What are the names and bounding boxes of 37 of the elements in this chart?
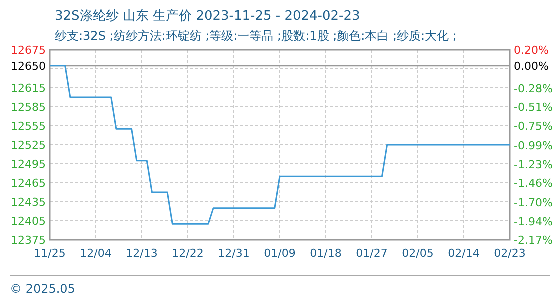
y-tick-label: 12525	[11, 139, 46, 152]
y2-tick-label: -1.70%	[514, 196, 553, 210]
y-tick-label: 12465	[11, 177, 46, 190]
chart-subtitle: 纱支:32S ;纺纱方法:环锭纺 ;等级:一等品 ;股数:1股 ;颜色:本白 ;纱质:大化 ;	[55, 29, 457, 43]
x-tick-label: 12/13	[126, 247, 158, 260]
y-tick-label: 12405	[11, 215, 46, 228]
line-series	[49, 65, 511, 225]
y-tick-label: 12435	[11, 196, 46, 209]
y2-tick-label: -0.99%	[514, 139, 553, 152]
y2-tick-label: 0.00%	[514, 60, 549, 74]
y2-tick-label: -1.23%	[514, 158, 553, 172]
y-tick-label: 12615	[11, 82, 46, 95]
x-tick-label: 01/27	[356, 247, 388, 260]
x-tick-label: 02/05	[402, 247, 434, 260]
text: © 2025.05	[10, 282, 76, 296]
x-tick-label: 12/31	[218, 247, 250, 260]
y-tick-label: 12650	[11, 60, 46, 73]
y2-tick-label: -2.17%	[514, 234, 553, 247]
y2-tick-label: -1.46%	[514, 177, 553, 190]
x-tick-label: 11/25	[34, 247, 66, 260]
x-tick-label: 12/04	[80, 247, 112, 260]
y2-tick-label: 0.20%	[514, 44, 549, 57]
y2-tick-label: -0.51%	[514, 100, 553, 114]
y-tick-label: 12495	[11, 158, 46, 171]
y-tick-label: 12375	[11, 234, 46, 247]
chart-title: 32S涤纶纱 山东 生产价 2023-11-25 - 2024-02-23	[55, 9, 360, 24]
y2-tick-label: -0.75%	[514, 120, 553, 134]
y2-tick-label: -0.28%	[514, 82, 553, 96]
x-tick-label: 01/18	[310, 247, 342, 260]
y-tick-label: 12675	[11, 44, 46, 57]
x-tick-label: 01/09	[264, 247, 296, 260]
x-tick-label: 12/22	[172, 247, 204, 260]
x-tick-label: 02/14	[448, 247, 480, 260]
y-tick-label: 12555	[11, 120, 46, 133]
y2-tick-label: -1.94%	[514, 216, 553, 229]
x-tick-label: 02/23	[494, 247, 526, 260]
y-tick-label: 12585	[11, 101, 46, 114]
